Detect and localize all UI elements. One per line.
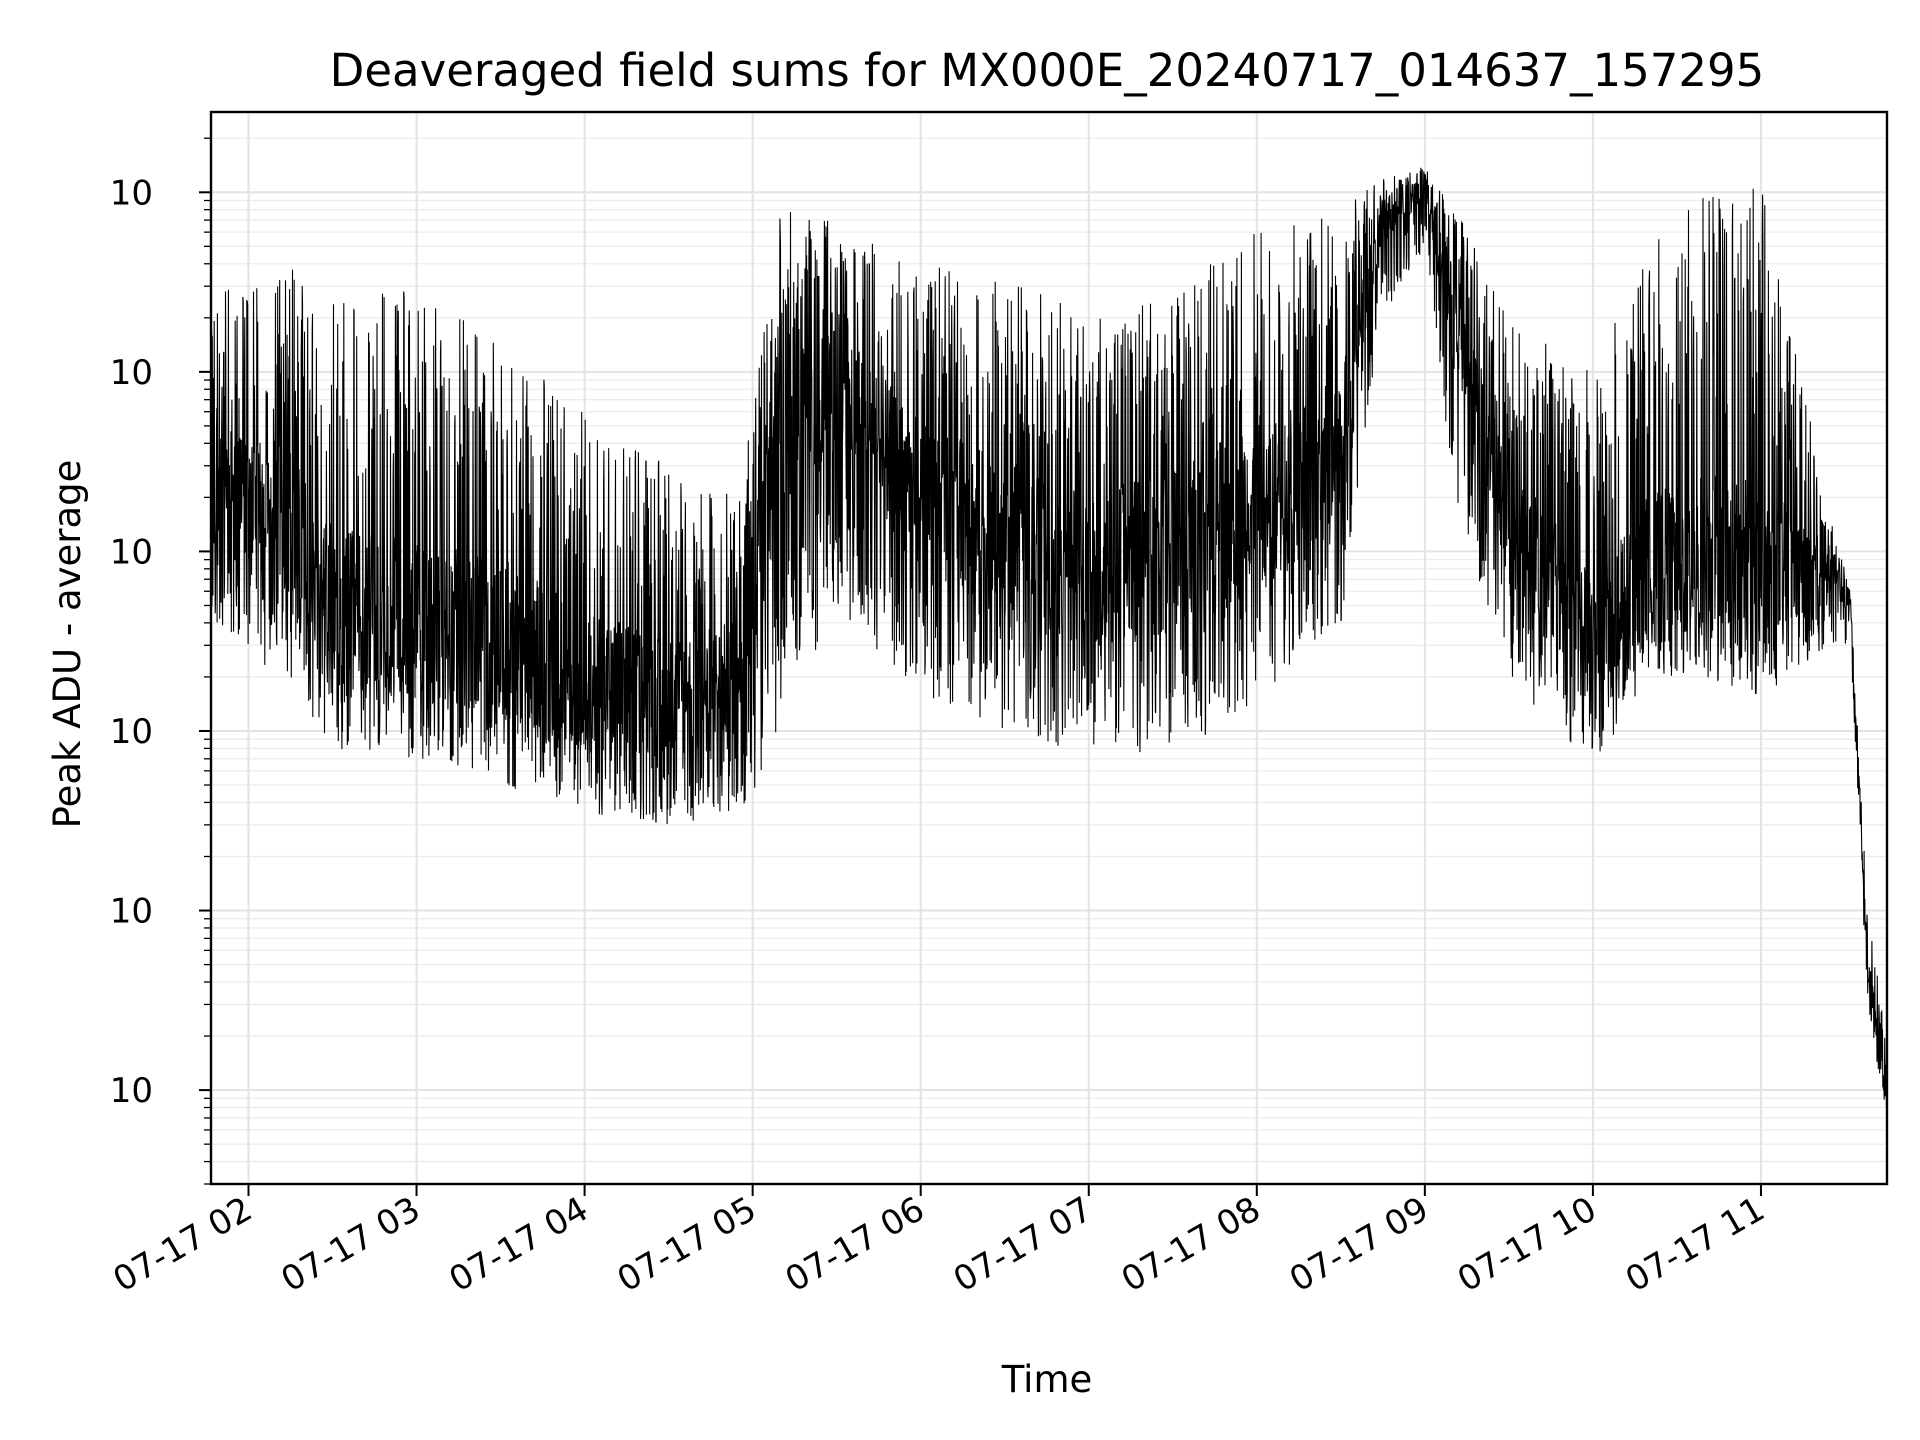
data-series-line (211, 167, 1887, 1113)
y-tick-label: 10 (110, 892, 153, 932)
x-tick-label: 07-17 09 (1283, 1189, 1435, 1300)
x-tick-label: 07-17 06 (779, 1189, 931, 1300)
y-tick-label: 10 (110, 353, 153, 393)
x-tick-label: 07-17 08 (1115, 1189, 1267, 1300)
x-tick-label: 07-17 11 (1619, 1189, 1771, 1300)
grid-layer (211, 112, 1887, 1185)
x-tick-label: 07-17 07 (947, 1189, 1099, 1300)
plot-frame (209, 110, 1889, 1186)
x-tick-label: 07-17 04 (443, 1189, 595, 1300)
x-axis-label: Time (1001, 1358, 1093, 1401)
plot-area (211, 167, 1887, 1113)
x-tick-label: 07-17 05 (611, 1189, 763, 1300)
x-tick-label: 07-17 03 (275, 1189, 427, 1300)
y-axis-label: Peak ADU - average (46, 460, 89, 829)
y-tick-label: 10 (110, 712, 153, 752)
x-tick-label: 07-17 02 (107, 1189, 259, 1300)
y-tick-label: 10 (110, 173, 153, 213)
y-tick-label: 10 (110, 1071, 153, 1111)
y-tick-label: 10 (110, 532, 153, 572)
x-tick-label: 07-17 10 (1451, 1189, 1603, 1300)
chart-title: Deaveraged field sums for MX000E_2024071… (330, 44, 1765, 97)
